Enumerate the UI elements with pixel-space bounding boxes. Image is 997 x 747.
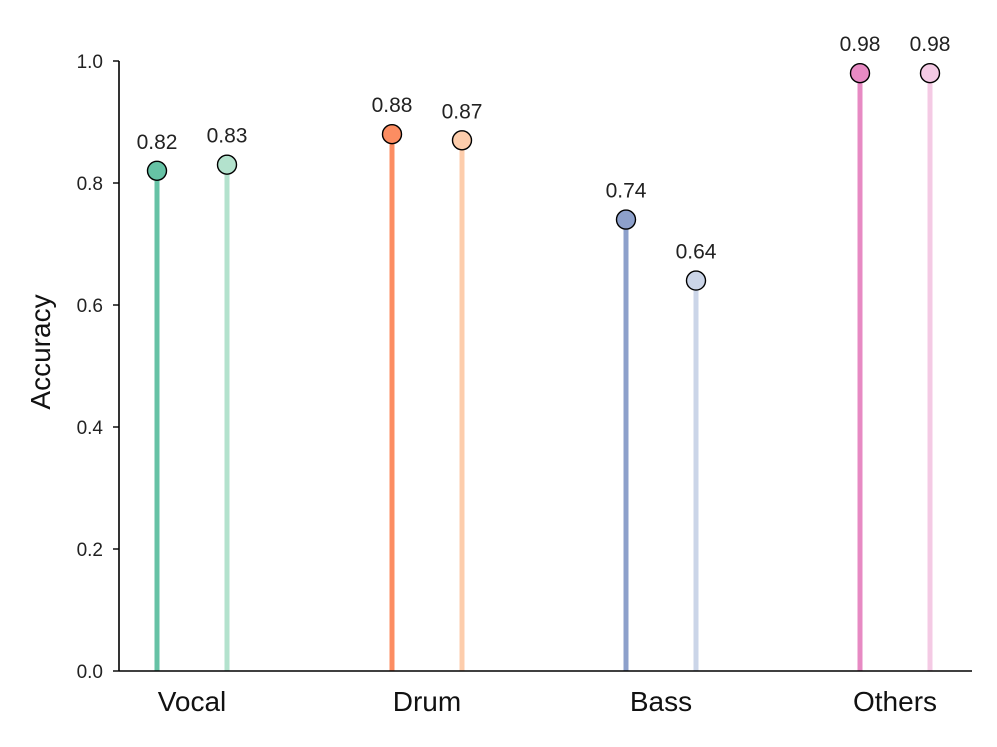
lollipop-point [451,130,473,151]
data-value-label: 0.98 [910,33,951,56]
y-tick-label: 0.6 [77,296,103,317]
x-category-label: Vocal [158,686,227,717]
y-tick-label: 1.0 [77,52,103,73]
data-value-label: 0.74 [606,180,647,203]
y-tick-label: 0.0 [77,662,103,683]
y-tick-label: 0.8 [77,174,103,195]
lollipop-point [615,209,637,230]
y-axis-ticks: 0.0 0.2 0.4 0.6 0.8 1.0 [77,52,119,683]
x-category-label: Others [853,686,937,717]
lollipop-point [381,123,403,145]
data-value-label: 0.83 [207,125,248,148]
lollipop-point [685,270,707,291]
x-category-label: Bass [630,686,692,717]
data-value-label: 0.87 [442,100,483,123]
y-tick-label: 0.2 [77,540,103,561]
y-axis-title: Accuracy [25,294,56,409]
data-value-label: 0.82 [137,131,178,154]
data-value-label: 0.98 [840,33,881,56]
x-category-label: Drum [393,686,461,717]
plot-area: 0.82 0.88 0.74 0.98 0.83 0.87 0.64 0.98 [137,33,951,671]
lollipop-point [919,62,941,84]
lollipop-point [146,160,168,182]
x-axis-categories: Vocal Drum Bass Others [158,686,937,717]
y-tick-label: 0.4 [77,418,104,439]
data-value-label: 0.64 [676,241,717,264]
lollipop-point [849,62,871,84]
lollipop-point [216,154,238,175]
data-value-label: 0.88 [372,94,413,117]
